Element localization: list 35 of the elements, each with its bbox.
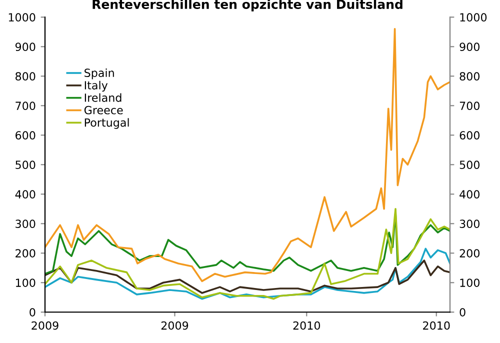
y2-tick-label: 600: [460, 131, 480, 140]
y-tick-label: 300: [16, 220, 36, 228]
y-tick-label: 600: [16, 131, 36, 140]
legend-label: Greece: [84, 106, 123, 114]
x-tick-label: 2009: [161, 321, 188, 330]
line-series: [45, 28, 450, 282]
y2-tick-label: 700: [460, 102, 480, 110]
legend-label: Ireland: [84, 93, 122, 102]
y2-tick-label: 100: [460, 278, 480, 288]
y2-tick-label: 400: [460, 190, 480, 199]
line-series: [45, 260, 450, 294]
x-tick-label: 2010: [293, 321, 320, 330]
line-series: [45, 248, 450, 300]
y-tick-label: 0: [30, 308, 36, 317]
x-tick-label: 2010: [423, 321, 450, 330]
y-tick-label: 700: [16, 102, 36, 110]
y2-tick-label: 900: [460, 42, 480, 52]
legend-label: Italy: [84, 80, 108, 92]
y2-tick-label: 300: [460, 220, 480, 228]
y-tick-label: 900: [15, 42, 36, 52]
y-tick-label: 100: [16, 278, 36, 288]
y-tick-label: 400: [15, 190, 36, 199]
x-tick-label: 2009: [32, 321, 58, 330]
legend-label: Portugal: [84, 118, 129, 129]
y-tick-label: 500: [16, 160, 36, 170]
y2-tick-label: 800: [460, 72, 480, 81]
legend-label: Spain: [84, 68, 114, 80]
y-tick-label: 200: [16, 249, 36, 258]
y2-tick-label: 1000: [460, 13, 487, 22]
y2-tick-label: 200: [460, 249, 480, 258]
y2-tick-label: 500: [460, 160, 480, 170]
y2-tick-label: 0: [460, 308, 466, 317]
y-tick-label: 800: [16, 72, 36, 81]
line-series: [45, 208, 450, 300]
y-tick-label: 1000: [8, 13, 36, 22]
